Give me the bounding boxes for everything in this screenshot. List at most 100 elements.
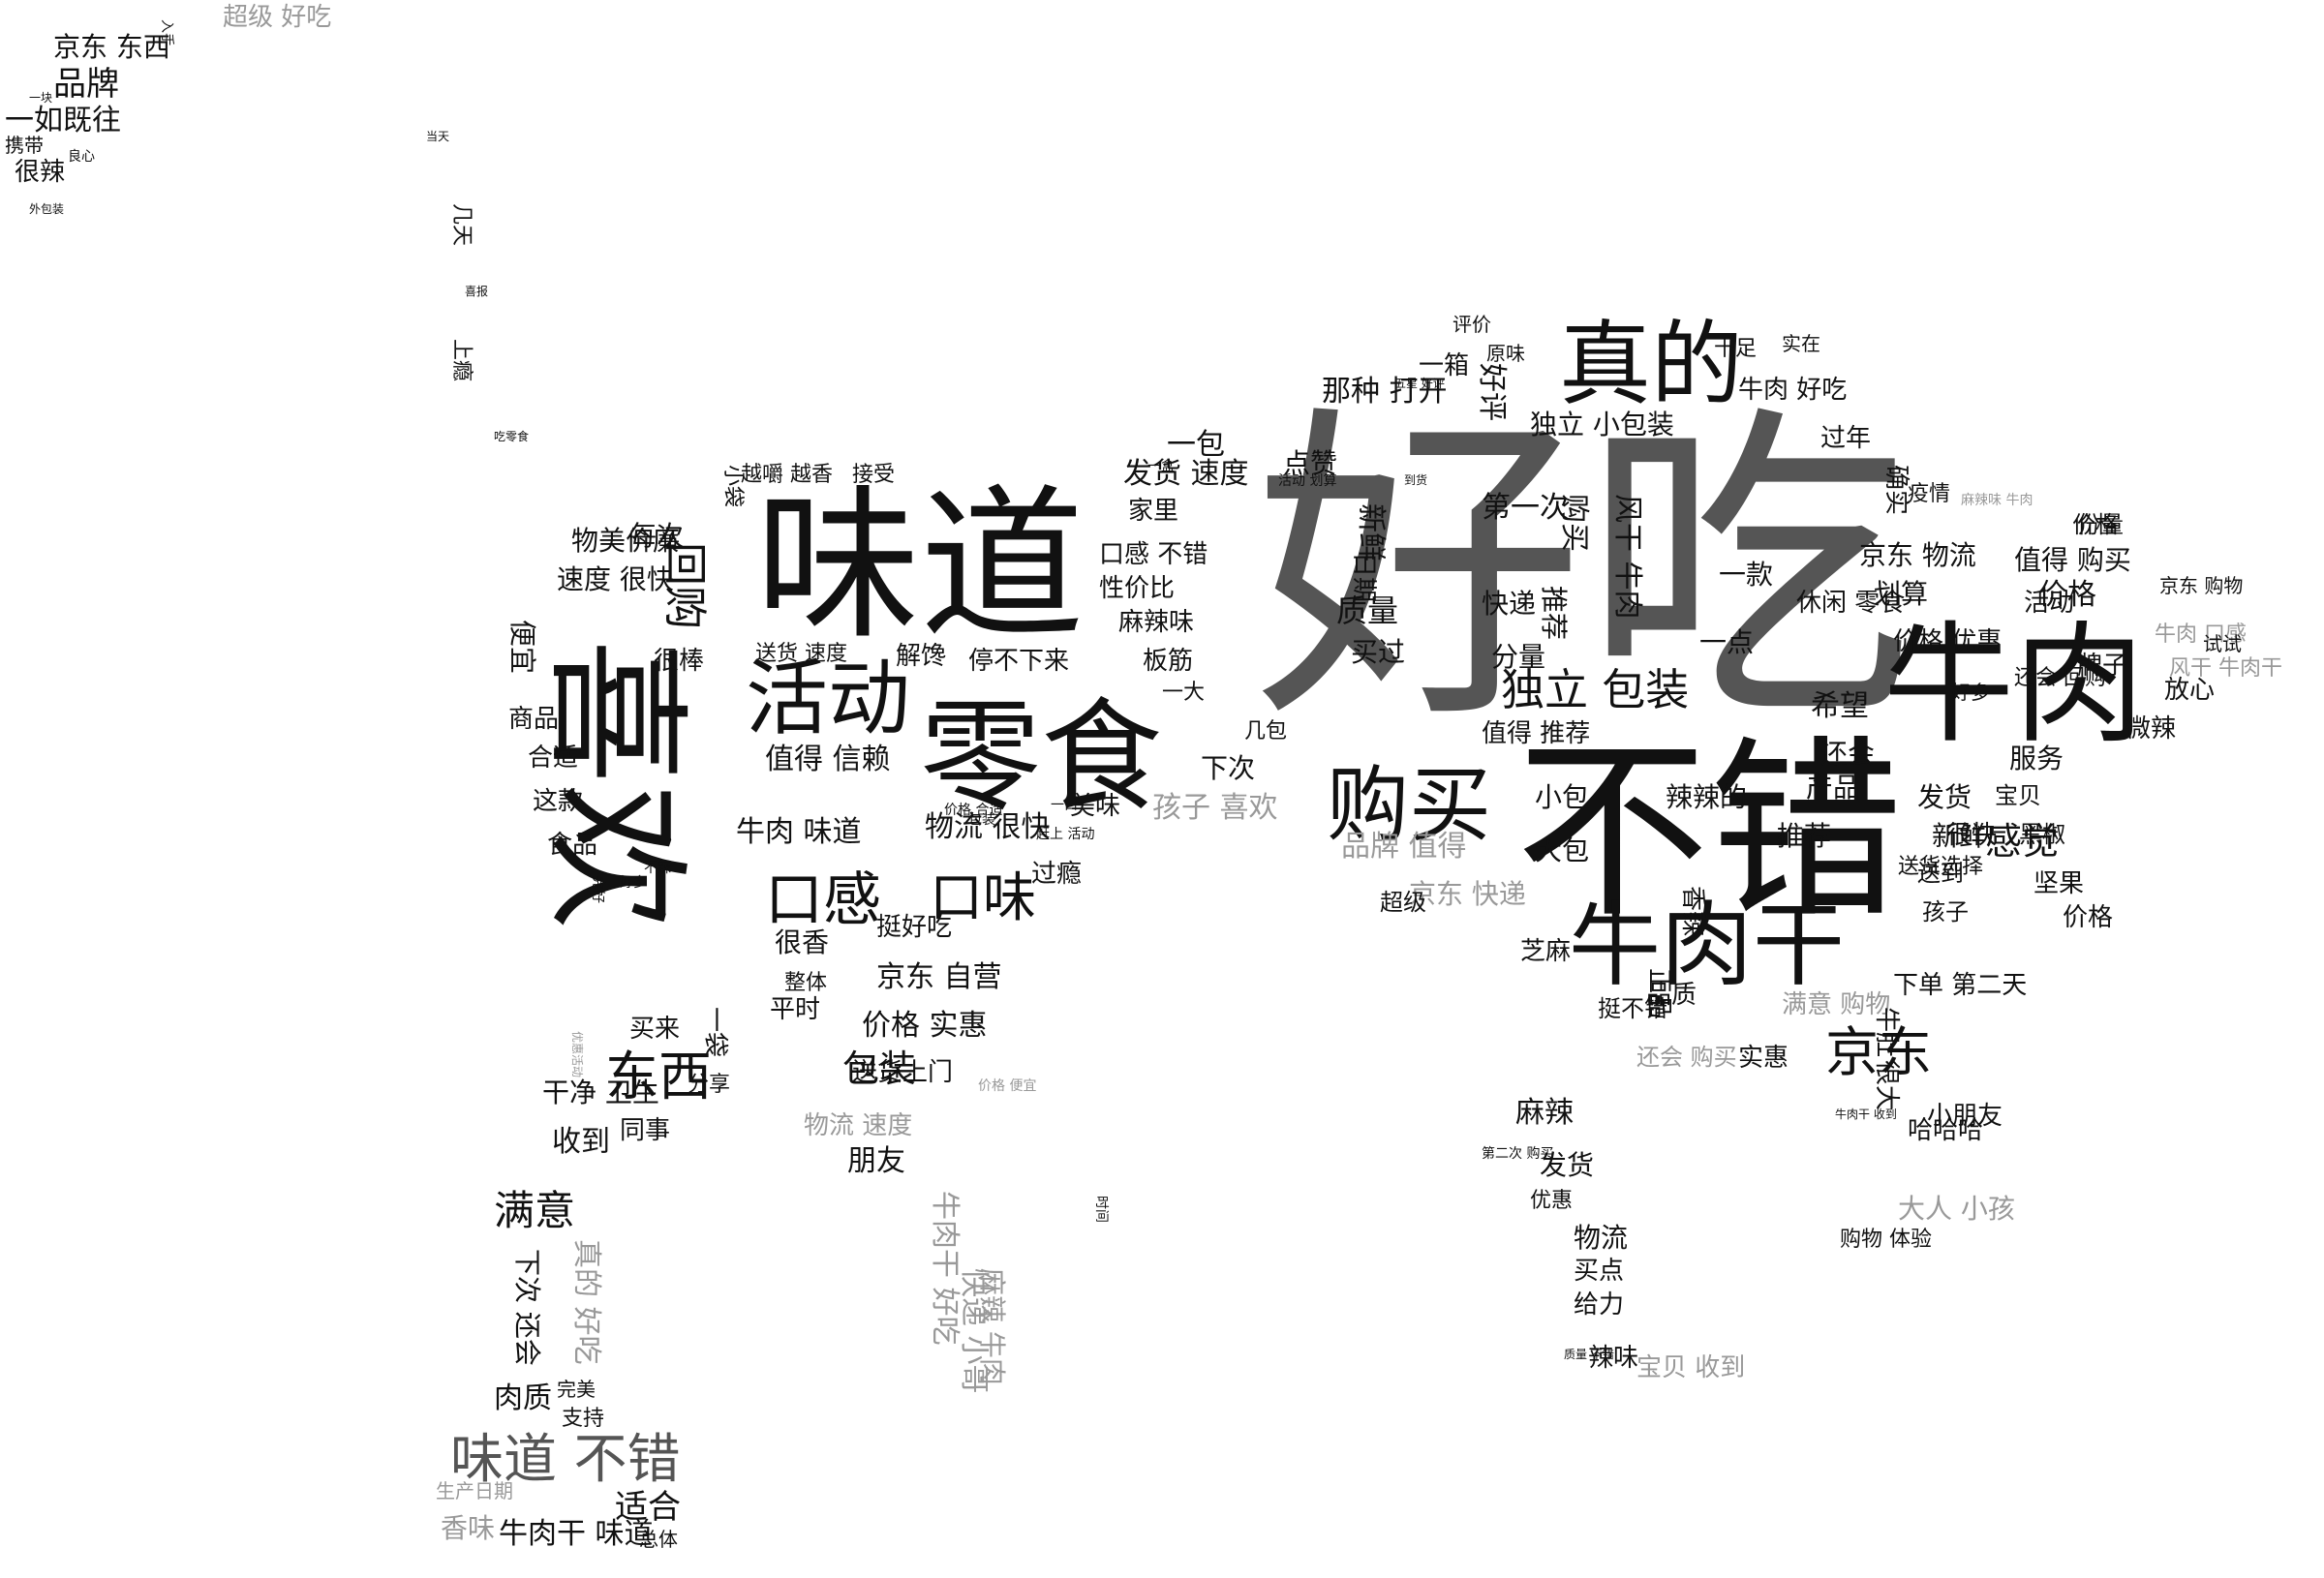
cloud-word: 质量 <box>1336 592 1399 629</box>
cloud-word: 实惠 <box>1738 1044 1789 1073</box>
cloud-word: 值得 购买 <box>2014 544 2131 576</box>
cloud-word: 下单 第二天 <box>1893 971 2028 1000</box>
cloud-word: 一款 <box>1719 559 1774 591</box>
cloud-word: 便宜 <box>506 620 538 675</box>
cloud-word: 当天 <box>426 130 450 143</box>
cloud-word: 喜欢 <box>531 639 699 930</box>
cloud-word: 牌子 <box>2077 652 2128 681</box>
cloud-word: 麻辣 牛肉 <box>976 1268 1008 1385</box>
cloud-word: 价格 实惠 <box>862 1009 988 1043</box>
cloud-word: 一盒 <box>1147 459 1175 474</box>
cloud-word: 牛肉 <box>1883 609 2145 761</box>
cloud-word: 正品 <box>1644 968 1673 1019</box>
cloud-word: 麻辣味 牛肉 <box>1961 493 2034 508</box>
cloud-word: 口感 <box>765 866 881 934</box>
cloud-word: 购买 <box>1327 758 1492 854</box>
cloud-word: 收到 <box>552 1125 610 1159</box>
cloud-word: 牛肉干 收到 <box>1835 1108 1897 1121</box>
cloud-word: 香味 <box>441 1512 496 1544</box>
cloud-word: 性价比 <box>1099 574 1176 603</box>
cloud-word: 给力 <box>1574 1290 1625 1320</box>
cloud-word: 还会 回购 <box>2014 666 2106 690</box>
cloud-word: 携带 <box>5 134 44 157</box>
cloud-word: 过瘾 <box>1031 860 1083 889</box>
cloud-word: 牛肉 口感 <box>2155 622 2247 647</box>
cloud-word: 完美 <box>557 1378 596 1401</box>
cloud-word: 越嚼 越香 <box>741 463 833 487</box>
cloud-word: 第一次 <box>1482 491 1569 525</box>
cloud-word: 购物 体验 <box>1840 1228 1932 1252</box>
cloud-word: 板筋 <box>1143 647 1194 676</box>
cloud-word: 试试 <box>2203 632 2242 655</box>
cloud-word: 真的 <box>1559 312 1744 418</box>
cloud-word: 买点 <box>1574 1257 1625 1286</box>
cloud-word: 点赞 <box>1283 447 1338 479</box>
cloud-word: 快递 <box>1482 588 1537 620</box>
cloud-word: 孩子 <box>1922 898 1969 926</box>
cloud-word: 感觉 <box>1985 820 2060 863</box>
cloud-word: 总体 <box>639 1528 678 1551</box>
cloud-word: 京东 <box>1825 1021 1933 1083</box>
cloud-word: 品质 <box>1646 981 1697 1010</box>
cloud-word: 味道 <box>755 470 1086 662</box>
cloud-word: 过年 <box>1820 424 1872 453</box>
cloud-word: 不错 <box>1515 719 1904 945</box>
cloud-word: 发货 速度 <box>1123 457 1249 491</box>
cloud-word: 实在 <box>1782 332 1820 355</box>
cloud-word: 推荐 <box>1538 586 1570 641</box>
cloud-word: 价格 <box>2063 903 2114 932</box>
cloud-word: 家里 <box>1128 497 1179 526</box>
cloud-word: 价格 合适 <box>944 803 1003 818</box>
cloud-word: 送货上门 <box>852 1058 954 1087</box>
cloud-word: 值得 信赖 <box>765 743 891 776</box>
cloud-word: 好吃 <box>1254 379 1912 763</box>
cloud-word: 品牌 <box>53 65 119 104</box>
cloud-word: 完好 <box>590 876 605 903</box>
cloud-word: 良心 <box>68 149 95 165</box>
cloud-word: 物流 <box>1574 1222 1629 1254</box>
cloud-word: 东西 <box>605 1046 713 1108</box>
cloud-word: 干净 卫生 <box>542 1077 659 1108</box>
cloud-word: 时间 <box>1093 1196 1109 1223</box>
cloud-word: 一口 <box>1051 798 1078 813</box>
cloud-word: 品牌 值得 <box>1341 830 1467 864</box>
cloud-word: 优惠 <box>1530 1189 1574 1213</box>
cloud-word: 挺好吃 <box>876 913 953 942</box>
cloud-word: 超级 <box>1380 889 1426 916</box>
cloud-word: 风干 牛肉 <box>1610 494 1644 620</box>
cloud-word: 很大 <box>1872 1060 1901 1111</box>
cloud-word: 大包 <box>1535 835 1590 866</box>
cloud-word: 划算 <box>1874 578 1929 610</box>
cloud-word: 放心 <box>2164 676 2216 705</box>
cloud-word: 一块 <box>29 91 53 105</box>
cloud-word: 购买 <box>1557 494 1591 552</box>
cloud-word: 京东 购物 <box>2159 574 2244 597</box>
cloud-word: 希望 <box>1811 689 1869 723</box>
cloud-word: 一如既往 <box>5 104 121 137</box>
cloud-word: 外包装 <box>29 202 65 216</box>
cloud-word: 口感 不错 <box>1099 540 1208 569</box>
cloud-word: 平时 <box>770 995 821 1024</box>
cloud-word: 优惠活动 <box>570 1031 584 1078</box>
cloud-word: 十足 <box>1714 337 1758 361</box>
cloud-word: 独立 小包装 <box>1530 409 1674 440</box>
cloud-word: 风干 牛肉干 <box>2169 656 2282 681</box>
cloud-word: 原味 <box>1486 342 1525 365</box>
cloud-word: 上瘾 <box>449 339 474 382</box>
cloud-word: 休闲 零食 <box>1796 589 1906 618</box>
cloud-word: 入手 <box>159 19 174 46</box>
cloud-word: 朋友 <box>847 1144 905 1178</box>
cloud-word: 产品 <box>1806 772 1861 804</box>
cloud-word: 质量 不错 <box>1564 1348 1614 1361</box>
cloud-word: 不辣 <box>644 861 671 876</box>
cloud-word: 份量 <box>2077 511 2124 538</box>
cloud-word: 新鲜 <box>1932 820 1987 852</box>
cloud-word: 独立 包装 <box>1501 664 1690 715</box>
cloud-word: 喜报 <box>465 285 489 298</box>
cloud-word: 发货 <box>1917 781 1972 813</box>
cloud-word: 整体 <box>784 971 828 995</box>
cloud-word: 价格 优惠 <box>1893 627 2003 656</box>
cloud-word: 支持 <box>562 1407 605 1431</box>
cloud-word: 美味 <box>1070 792 1121 821</box>
cloud-word: 送到 <box>1917 860 1964 887</box>
